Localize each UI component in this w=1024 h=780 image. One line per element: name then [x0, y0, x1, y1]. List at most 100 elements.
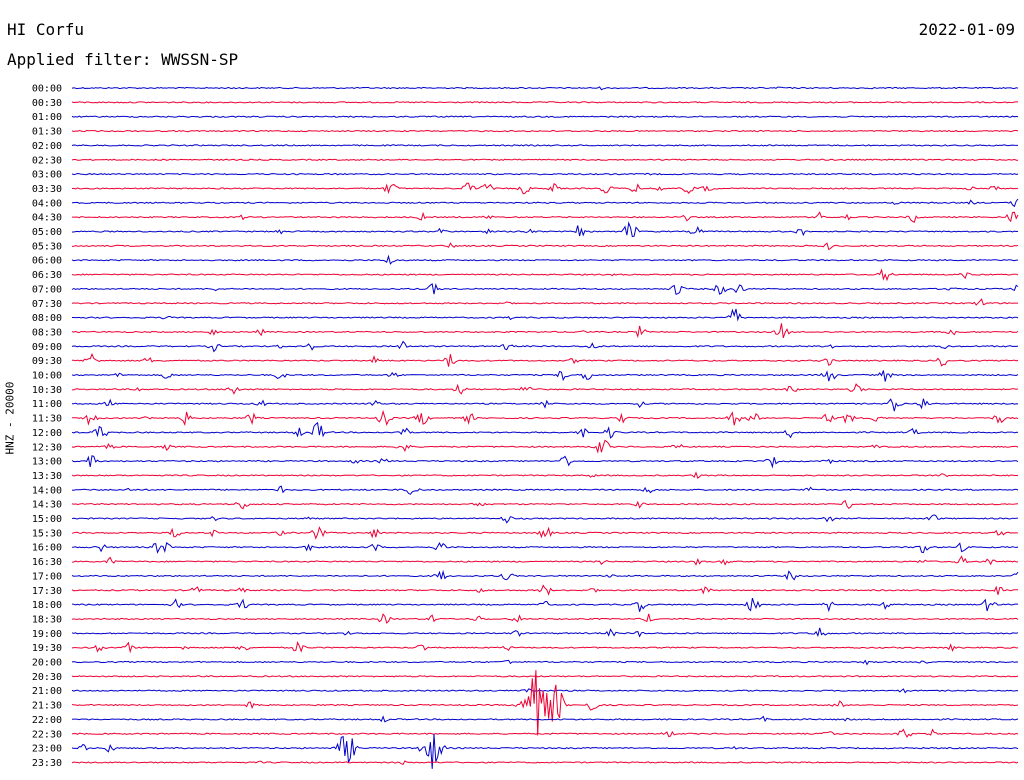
trace-line	[71, 182, 1019, 195]
trace-line	[71, 115, 1019, 118]
trace-line	[71, 499, 1019, 510]
trace-line	[71, 268, 1019, 282]
row-time-label: 16:30	[32, 557, 62, 568]
row-time-label: 17:30	[32, 586, 62, 597]
trace-line	[71, 569, 1019, 581]
row-time-label: 16:00	[32, 543, 62, 554]
trace-line	[71, 242, 1019, 251]
row-time-label: 17:00	[32, 571, 62, 582]
trace-line	[71, 670, 1019, 736]
trace-line	[71, 597, 1019, 613]
trace-line	[71, 627, 1019, 638]
row-time-label: 15:00	[32, 514, 62, 525]
trace-line	[71, 640, 1018, 654]
row-time-label: 01:30	[32, 127, 62, 138]
row-time-label: 19:00	[32, 629, 62, 640]
row-time-label: 18:30	[32, 614, 62, 625]
trace-line	[71, 485, 1019, 495]
row-time-label: 20:30	[32, 672, 62, 683]
row-time-label: 21:30	[32, 701, 62, 712]
trace-line	[71, 542, 1019, 554]
trace-line	[71, 370, 1019, 382]
trace-line	[71, 101, 1018, 104]
trace-line	[71, 283, 1019, 295]
trace-line	[71, 514, 1019, 524]
row-time-label: 04:00	[32, 198, 62, 209]
row-time-label: 11:00	[32, 399, 62, 410]
row-time-label: 07:00	[32, 284, 62, 295]
row-time-label: 19:30	[32, 643, 62, 654]
trace-line	[71, 323, 1019, 339]
trace-line	[71, 675, 1019, 678]
trace-line	[71, 734, 1019, 769]
trace-line	[71, 409, 1019, 427]
trace-line	[71, 715, 1019, 723]
row-time-label: 13:00	[32, 457, 62, 468]
trace-line	[72, 221, 1019, 238]
row-time-label: 02:00	[32, 141, 62, 152]
row-time-label: 08:30	[32, 327, 62, 338]
trace-line	[71, 298, 1018, 306]
row-time-label: 06:00	[32, 256, 62, 267]
row-time-label: 11:30	[32, 414, 62, 425]
trace-line	[71, 198, 1019, 208]
station-title: HI Corfu	[7, 20, 85, 39]
row-time-label: 03:30	[32, 184, 62, 195]
row-time-label: 12:30	[32, 442, 62, 453]
trace-line	[71, 471, 1019, 479]
trace-line	[71, 421, 1019, 439]
row-time-label: 22:30	[32, 729, 62, 740]
row-time-label: 14:30	[32, 500, 62, 511]
filter-label: Applied filter: WWSSN-SP	[7, 50, 239, 69]
row-time-label: 14:00	[32, 485, 62, 496]
row-time-label: 05:30	[32, 241, 62, 252]
row-time-label: 07:30	[32, 299, 62, 310]
row-time-label: 09:30	[32, 356, 62, 367]
trace-line	[71, 526, 1019, 540]
trace-line	[71, 439, 1019, 454]
row-time-label: 02:30	[32, 155, 62, 166]
row-time-label: 20:00	[32, 658, 62, 669]
trace-line	[71, 172, 1019, 176]
trace-line	[71, 254, 1018, 265]
trace-line	[71, 129, 1019, 133]
row-time-label: 09:00	[32, 342, 62, 353]
trace-line	[71, 760, 1019, 766]
row-time-label: 21:00	[32, 686, 62, 697]
trace-line	[71, 455, 1019, 469]
trace-line	[71, 158, 1018, 161]
trace-line	[71, 728, 1019, 738]
row-time-label: 15:30	[32, 528, 62, 539]
row-time-label: 23:00	[32, 744, 62, 755]
trace-line	[71, 688, 1019, 694]
row-time-label: 13:30	[32, 471, 62, 482]
row-time-label: 22:00	[32, 715, 62, 726]
row-time-label: 06:30	[32, 270, 62, 281]
trace-line	[71, 352, 1019, 367]
recording-date: 2022-01-09	[918, 20, 1015, 39]
row-time-label: 04:30	[32, 213, 62, 224]
row-time-label: 08:00	[32, 313, 62, 324]
trace-line	[71, 340, 1019, 353]
trace-line	[71, 144, 1018, 147]
row-time-label: 12:00	[32, 428, 62, 439]
row-time-label: 03:00	[32, 170, 62, 181]
trace-line	[71, 383, 1019, 395]
row-time-label: 05:00	[32, 227, 62, 238]
row-time-label: 10:30	[32, 385, 62, 396]
trace-line	[71, 555, 1018, 566]
row-time-label: 18:00	[32, 600, 62, 611]
trace-line	[72, 398, 1019, 412]
trace-line	[71, 613, 1019, 624]
trace-line	[72, 308, 1019, 322]
row-time-label: 10:00	[32, 371, 62, 382]
trace-line	[71, 584, 1019, 596]
row-time-label: 01:00	[32, 112, 62, 123]
row-time-label: 00:30	[32, 98, 62, 109]
row-time-label: 23:30	[32, 758, 62, 769]
trace-line	[71, 659, 1019, 666]
trace-line	[71, 211, 1019, 224]
row-time-label: 00:00	[32, 84, 62, 95]
trace-line	[71, 86, 1019, 91]
